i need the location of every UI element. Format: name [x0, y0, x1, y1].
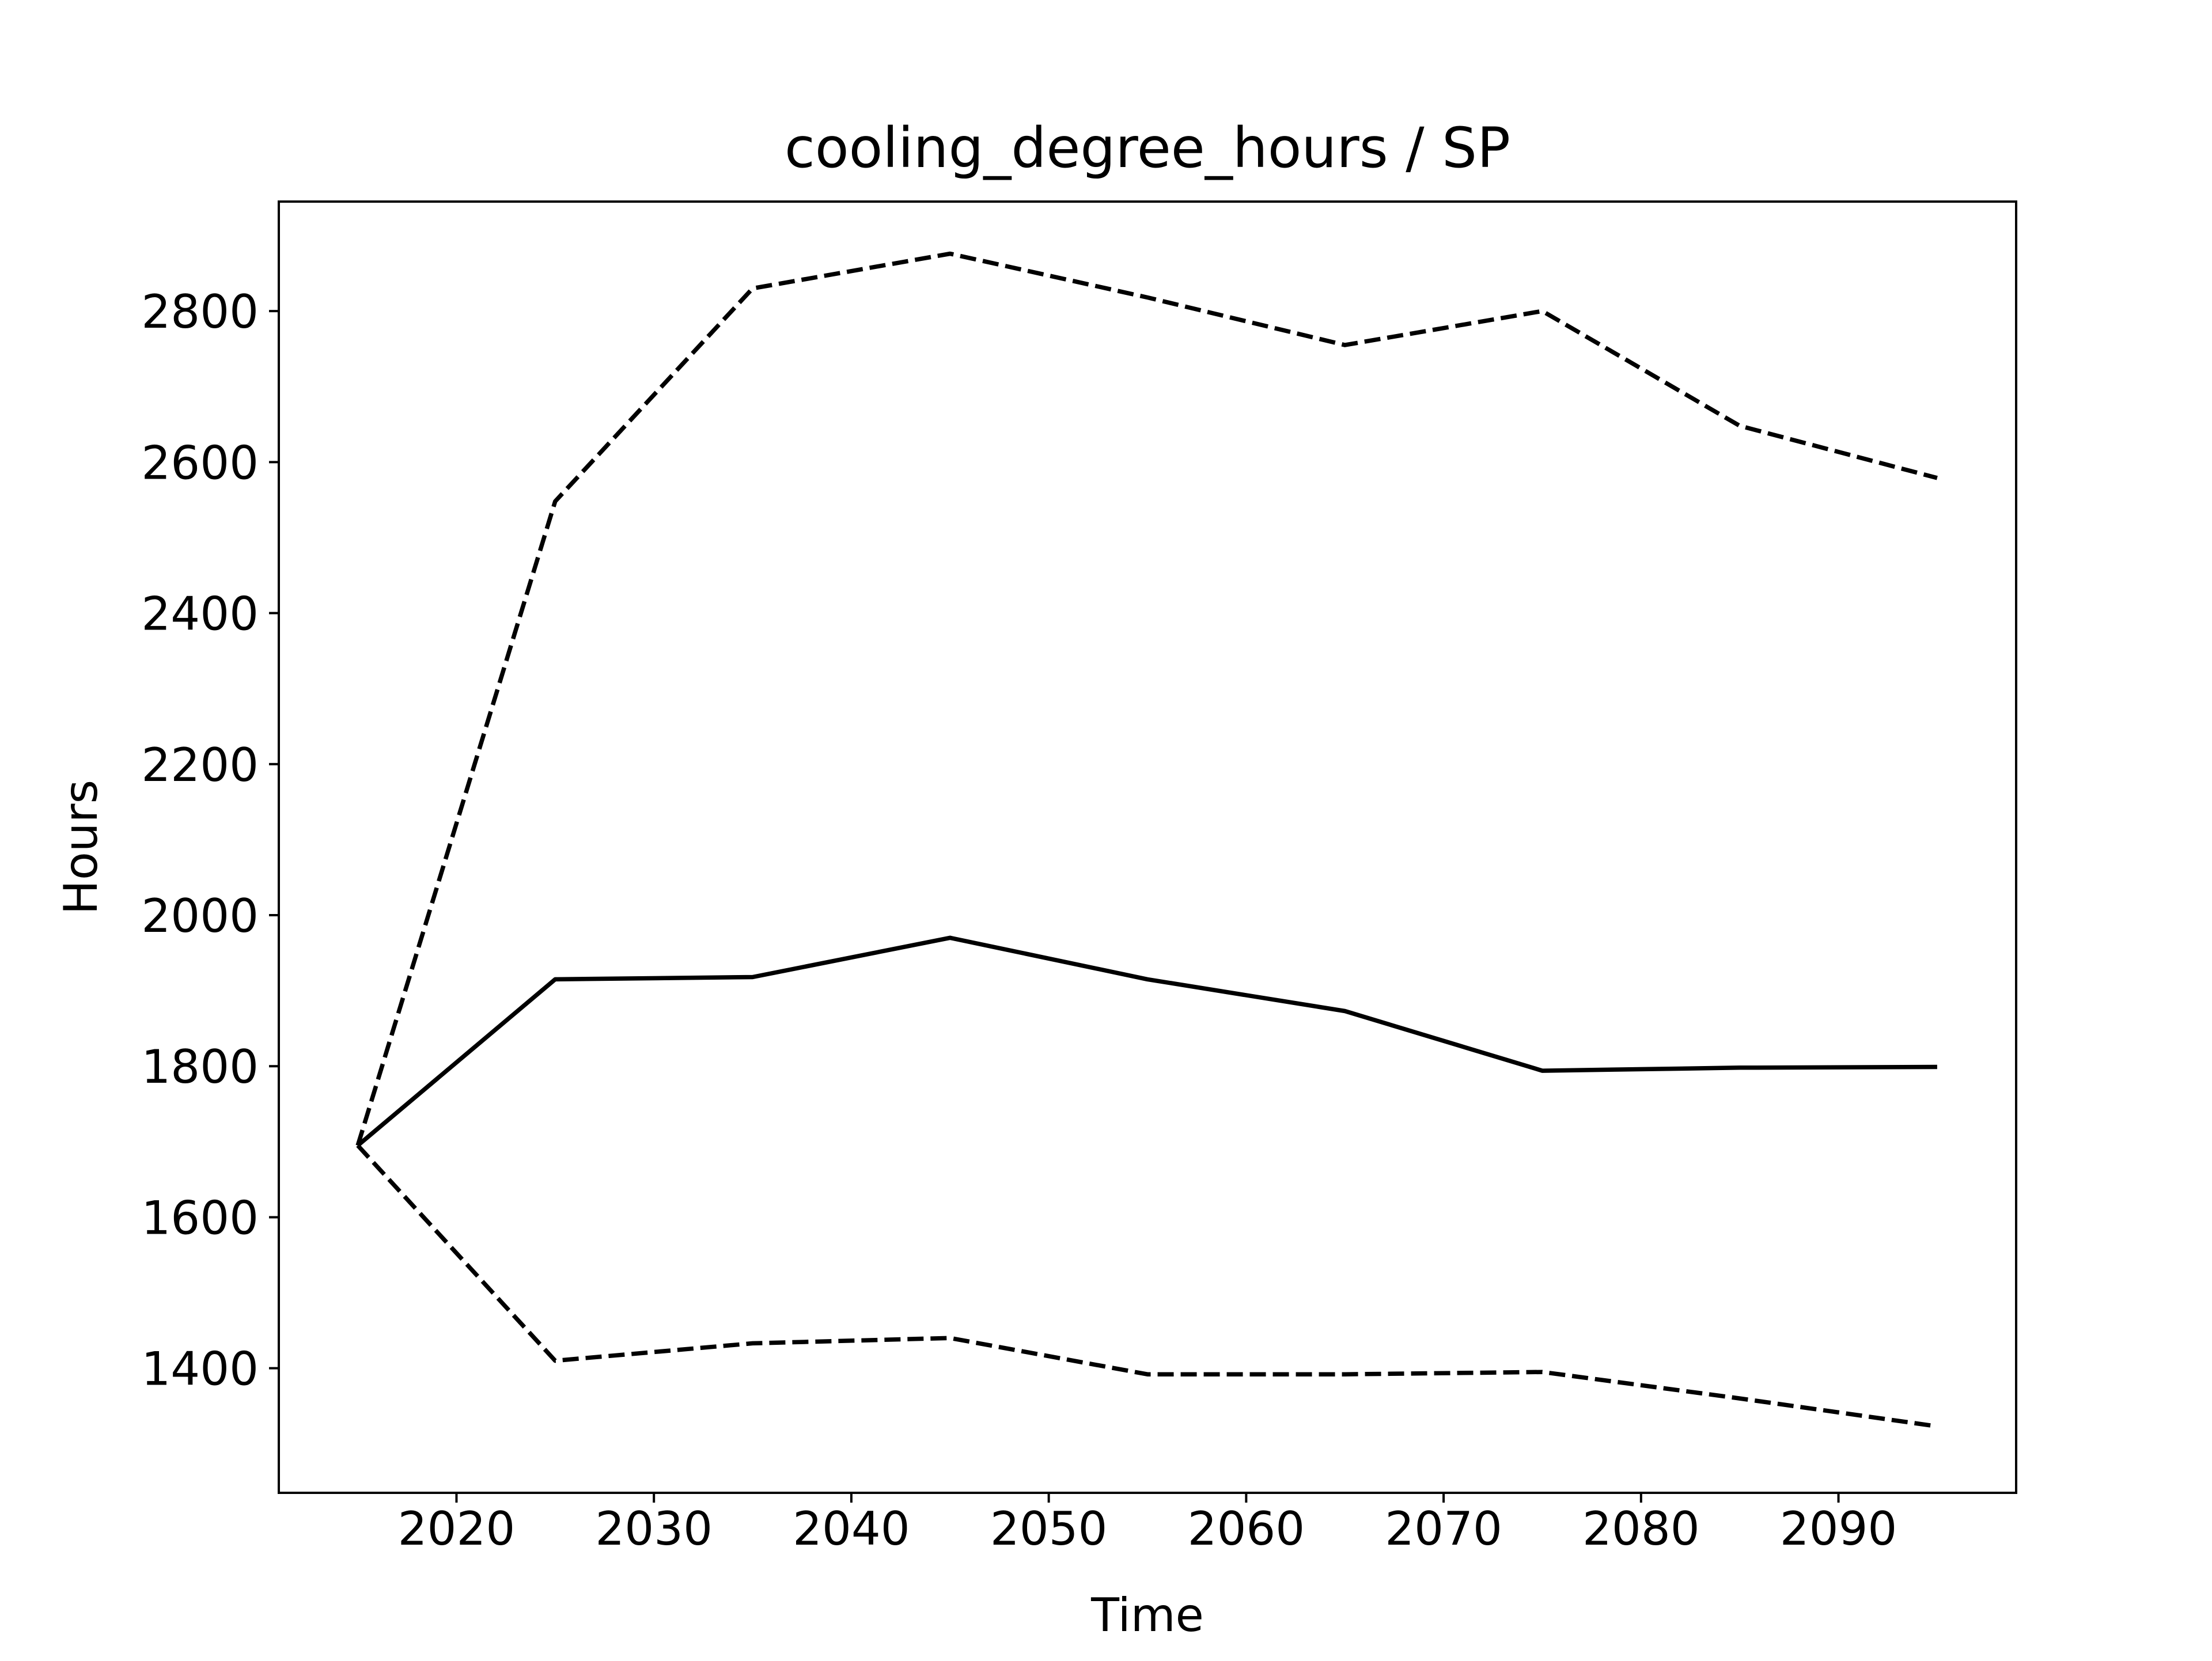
- y-tick-label-2400: 2400: [141, 587, 259, 641]
- x-axis-label: Time: [1090, 1588, 1204, 1642]
- x-tick-label-2070: 2070: [1385, 1502, 1502, 1556]
- x-tick-label-2040: 2040: [793, 1502, 910, 1556]
- y-tick-label-1800: 1800: [141, 1040, 259, 1094]
- plot-frame: [278, 200, 2017, 1494]
- y-axis-label: Hours: [54, 780, 108, 915]
- series-line-1: [356, 935, 1937, 1147]
- x-tick-label-2020: 2020: [398, 1502, 516, 1556]
- axes: 2020 2030 2040 2050 2060 2070 2080 2090 1400 1600…: [141, 200, 2017, 1556]
- x-tick-label-2090: 2090: [1780, 1502, 1897, 1556]
- x-tick-label-2050: 2050: [990, 1502, 1108, 1556]
- series-line-3: [356, 1144, 1938, 1429]
- x-tick-label-2080: 2080: [1582, 1502, 1700, 1556]
- y-tick-label-1600: 1600: [141, 1191, 259, 1245]
- y-tick-label-1400: 1400: [141, 1343, 259, 1396]
- plot-marks: [355, 251, 1938, 1429]
- series-line-2: [355, 251, 1938, 1146]
- chart-title: cooling_degree_hours / SP: [785, 116, 1510, 180]
- y-tick-label-2000: 2000: [141, 889, 259, 943]
- y-tick-label-2600: 2600: [141, 436, 259, 490]
- y-tick-label-2200: 2200: [141, 738, 259, 792]
- y-tick-label-2800: 2800: [141, 285, 259, 339]
- x-tick-label-2030: 2030: [595, 1502, 713, 1556]
- x-tick-label-2060: 2060: [1188, 1502, 1305, 1556]
